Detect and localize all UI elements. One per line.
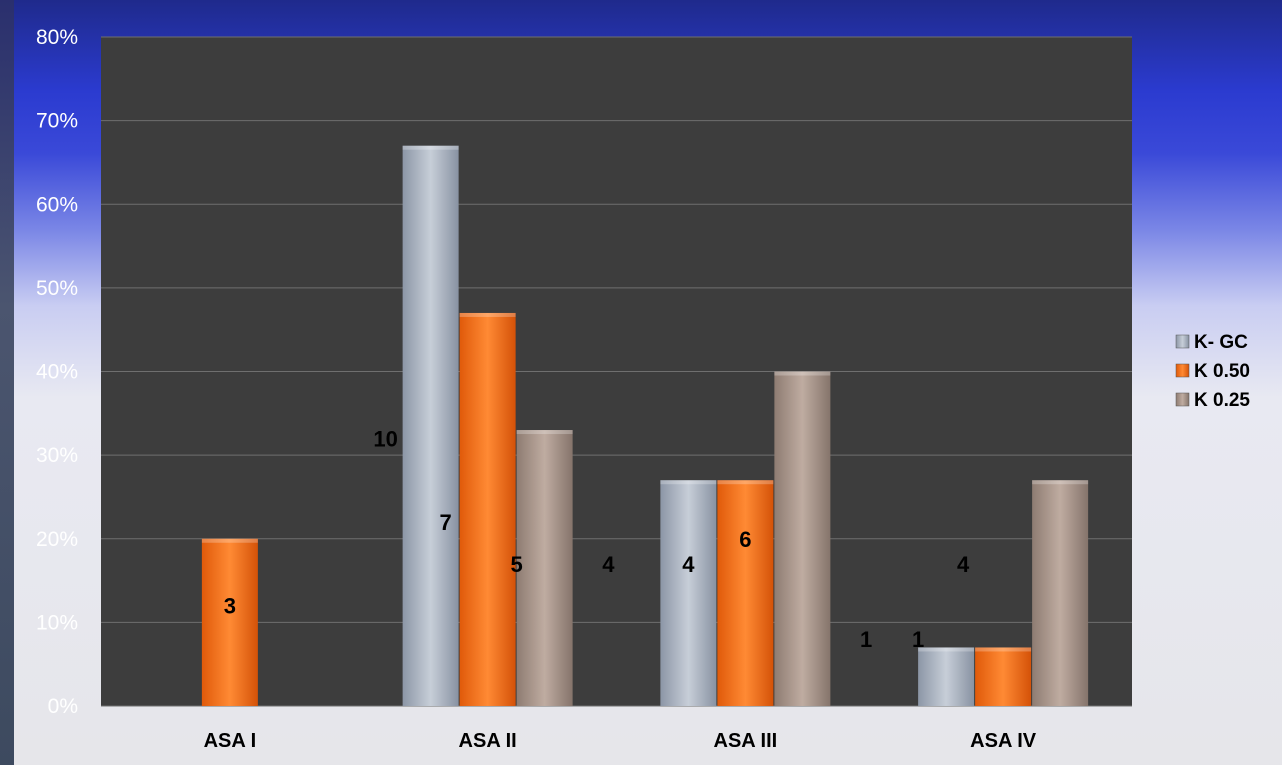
bar-bevel bbox=[660, 480, 717, 485]
category-label: ASA III bbox=[714, 730, 778, 752]
bar-k-gc-asa-iii bbox=[660, 480, 717, 706]
legend: K- GC K 0.50 K 0.25 bbox=[1175, 332, 1250, 411]
data-label: 4 bbox=[602, 552, 615, 577]
bar-k-gc-asa-iv bbox=[918, 647, 975, 706]
bar-k-gc-asa-ii bbox=[402, 145, 459, 706]
y-tick-label: 40% bbox=[36, 361, 78, 384]
y-tick-label: 20% bbox=[36, 528, 78, 551]
y-tick-label: 50% bbox=[36, 277, 78, 300]
bar-bevel bbox=[717, 480, 774, 485]
bar-k-0-25-asa-ii bbox=[516, 430, 573, 706]
data-label: 1 bbox=[912, 627, 924, 652]
legend-swatch bbox=[1175, 334, 1190, 349]
y-tick-label: 80% bbox=[36, 26, 78, 49]
bars bbox=[201, 145, 1089, 706]
bar-bevel bbox=[402, 145, 459, 150]
x-axis-category-labels: ASA I ASA II ASA III ASA IV bbox=[204, 730, 1037, 752]
bar-bevel bbox=[1032, 480, 1089, 485]
data-label: 6 bbox=[739, 527, 751, 552]
legend-label: K 0.25 bbox=[1194, 390, 1250, 411]
bar-k-0-25-asa-iii bbox=[774, 371, 831, 706]
y-tick-label: 30% bbox=[36, 444, 78, 467]
data-labels: 3 10 7 5 4 4 6 1 1 4 bbox=[224, 426, 970, 652]
category-label: ASA IV bbox=[970, 730, 1037, 752]
data-label: 1 bbox=[860, 627, 872, 652]
legend-swatch bbox=[1175, 363, 1190, 378]
data-label: 7 bbox=[440, 510, 452, 535]
y-tick-label: 60% bbox=[36, 193, 78, 216]
data-label: 3 bbox=[224, 594, 236, 619]
left-decorative-strip bbox=[0, 0, 14, 765]
data-label: 5 bbox=[511, 552, 523, 577]
bar-k-0-50-asa-iv bbox=[975, 647, 1032, 706]
category-label: ASA I bbox=[204, 730, 257, 752]
y-tick-label: 70% bbox=[36, 110, 78, 133]
legend-label: K 0.50 bbox=[1194, 361, 1250, 382]
data-label: 10 bbox=[373, 426, 397, 451]
bar-bevel bbox=[774, 371, 831, 376]
y-tick-label: 10% bbox=[36, 611, 78, 634]
bar-bevel bbox=[975, 647, 1032, 652]
legend-label: K- GC bbox=[1194, 332, 1248, 353]
data-label: 4 bbox=[682, 552, 695, 577]
legend-swatch bbox=[1175, 392, 1190, 407]
y-tick-label: 0% bbox=[48, 695, 78, 718]
y-axis-tick-labels: 0% 10% 20% 30% 40% 50% 60% 70% 80% bbox=[36, 26, 78, 718]
bar-bevel bbox=[201, 538, 258, 543]
bar-k-0-50-asa-ii bbox=[459, 312, 516, 706]
bar-k-0-50-asa-iii bbox=[717, 480, 774, 706]
bar-bevel bbox=[516, 430, 573, 435]
data-label: 4 bbox=[957, 552, 970, 577]
bar-k-0-25-asa-iv bbox=[1032, 480, 1089, 706]
bar-bevel bbox=[918, 647, 975, 652]
bar-k-0-50-asa-i bbox=[201, 538, 258, 706]
bar-bevel bbox=[459, 312, 516, 317]
category-label: ASA II bbox=[459, 730, 517, 752]
